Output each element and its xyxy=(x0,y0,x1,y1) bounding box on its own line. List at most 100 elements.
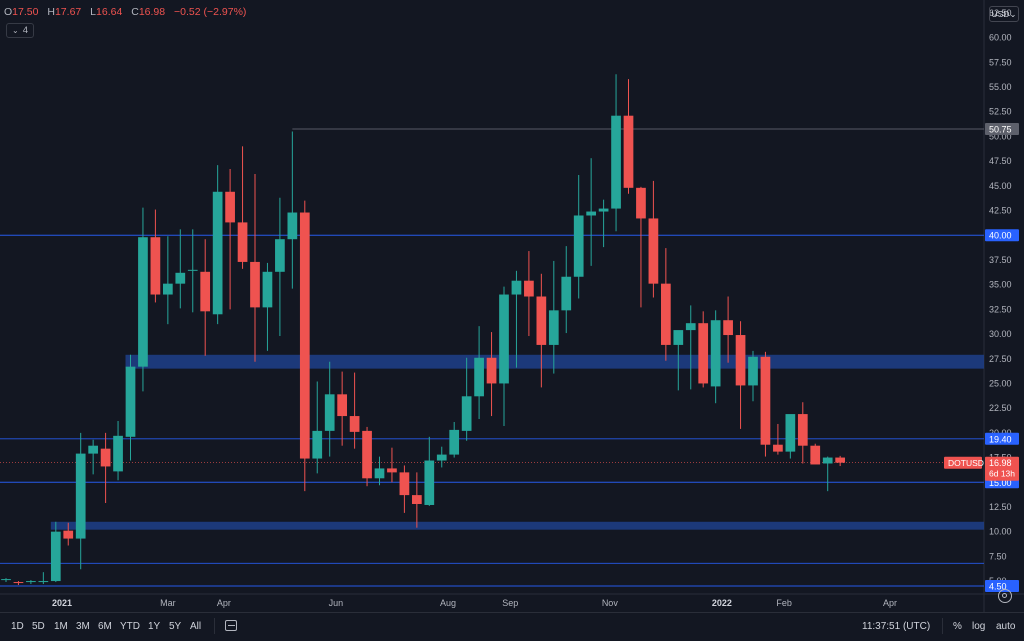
timeframe-1d[interactable]: 1D xyxy=(11,621,24,632)
candle-body-59[interactable] xyxy=(735,335,746,386)
candle-body-20[interactable] xyxy=(250,261,260,308)
candle-body-54[interactable] xyxy=(673,330,684,345)
candle-body-25[interactable] xyxy=(312,430,323,459)
candle-body-52[interactable] xyxy=(648,218,659,284)
timeframe-3m[interactable]: 3M xyxy=(76,621,90,632)
candle-body-5[interactable] xyxy=(63,530,74,539)
close-key: C xyxy=(131,6,139,18)
candle-body-24[interactable] xyxy=(299,212,310,459)
candle-body-21[interactable] xyxy=(262,271,273,308)
level-price-label-3: 15.00 xyxy=(989,478,1012,488)
candle-body-30[interactable] xyxy=(374,468,385,479)
candle-body-8[interactable] xyxy=(100,448,111,467)
candle-body-40[interactable] xyxy=(499,294,509,384)
last-price-value: 16.98 xyxy=(989,458,1012,468)
candle-body-16[interactable] xyxy=(200,271,211,312)
candle-body-7[interactable] xyxy=(88,445,99,454)
timeframe-ytd[interactable]: YTD xyxy=(120,621,140,632)
candle-body-57[interactable] xyxy=(710,320,721,387)
candle-body-32[interactable] xyxy=(399,472,410,496)
timeframe-5d[interactable]: 5D xyxy=(32,621,45,632)
change-value: −0.52 (−2.97%) xyxy=(174,6,247,18)
candle-body-51[interactable] xyxy=(636,187,646,219)
candle-body-58[interactable] xyxy=(723,320,733,336)
candle-body-9[interactable] xyxy=(113,435,123,472)
candle-body-55[interactable] xyxy=(685,323,696,331)
candle-body-61[interactable] xyxy=(760,356,771,445)
candle-body-26[interactable] xyxy=(324,394,335,431)
candle-body-38[interactable] xyxy=(474,357,484,397)
candle-body-62[interactable] xyxy=(773,444,783,452)
candle-body-50[interactable] xyxy=(623,115,634,188)
candle-body-66[interactable] xyxy=(822,457,833,464)
support-zone-1 xyxy=(50,521,984,530)
candle-body-13[interactable] xyxy=(162,283,173,295)
candle-body-49[interactable] xyxy=(611,115,621,209)
y-tick-label: 52.50 xyxy=(989,107,1012,117)
candle-body-0[interactable] xyxy=(1,579,11,581)
candle-body-41[interactable] xyxy=(511,280,522,295)
timeframe-5y[interactable]: 5Y xyxy=(169,621,182,632)
candle-body-53[interactable] xyxy=(660,283,671,345)
indicators-toggle[interactable]: ⌄ 4 xyxy=(6,23,34,38)
timeframe-1y[interactable]: 1Y xyxy=(148,621,161,632)
timeframe-all[interactable]: All xyxy=(190,621,202,632)
candle-body-1[interactable] xyxy=(13,582,24,584)
candle-body-60[interactable] xyxy=(748,356,758,386)
candle-body-36[interactable] xyxy=(449,429,460,455)
candle-body-3[interactable] xyxy=(38,581,49,583)
candle-body-35[interactable] xyxy=(436,454,447,461)
candle-body-45[interactable] xyxy=(561,276,572,311)
level-price-label-0: 50.75 xyxy=(989,125,1012,135)
candle-body-11[interactable] xyxy=(138,237,148,367)
candle-body-19[interactable] xyxy=(237,222,248,262)
candle-body-12[interactable] xyxy=(150,237,161,295)
candle-body-67[interactable] xyxy=(835,457,846,463)
timeframe-6m[interactable]: 6M xyxy=(98,621,112,632)
price-chart[interactable]: 5.007.5010.0012.5015.0017.5020.0022.5025… xyxy=(0,0,1024,612)
percent-scale-toggle[interactable]: % xyxy=(953,621,962,632)
candle-body-2[interactable] xyxy=(26,581,36,583)
candle-body-4[interactable] xyxy=(50,531,61,582)
candle-body-44[interactable] xyxy=(548,310,559,345)
candle-body-15[interactable] xyxy=(187,269,198,271)
candle-body-6[interactable] xyxy=(75,453,86,539)
candle-body-56[interactable] xyxy=(698,323,709,384)
candle-body-29[interactable] xyxy=(362,430,372,479)
candle-body-18[interactable] xyxy=(225,191,235,223)
toolbar-divider xyxy=(214,618,215,634)
date-range-icon[interactable] xyxy=(225,620,237,631)
candle-body-14[interactable] xyxy=(175,272,186,284)
candle-body-46[interactable] xyxy=(573,215,584,277)
candle-body-34[interactable] xyxy=(424,460,435,505)
candle-body-43[interactable] xyxy=(536,296,547,345)
candle-body-65[interactable] xyxy=(810,445,821,465)
level-price-label-1: 40.00 xyxy=(989,231,1012,241)
candle-body-10[interactable] xyxy=(125,366,136,437)
candle-body-48[interactable] xyxy=(598,208,609,212)
chevron-down-icon: ⌄ xyxy=(12,26,19,35)
candle-body-39[interactable] xyxy=(486,357,497,384)
currency-label: USD xyxy=(991,9,1010,19)
candle-body-64[interactable] xyxy=(797,414,808,446)
candle-body-37[interactable] xyxy=(461,396,472,431)
candle-body-28[interactable] xyxy=(349,416,360,432)
currency-selector[interactable]: USD⌄ xyxy=(989,6,1019,22)
y-tick-label: 57.50 xyxy=(989,57,1012,67)
candle-body-17[interactable] xyxy=(212,191,223,315)
auto-scale-toggle[interactable]: auto xyxy=(996,621,1016,632)
utc-clock[interactable]: 11:37:51 (UTC) xyxy=(862,621,931,632)
candle-body-47[interactable] xyxy=(586,211,597,216)
level-price-label-5: 4.50 xyxy=(989,582,1007,592)
timeframe-1m[interactable]: 1M xyxy=(54,621,68,632)
candle-body-27[interactable] xyxy=(337,394,348,417)
candle-body-63[interactable] xyxy=(785,414,796,452)
log-scale-toggle[interactable]: log xyxy=(972,621,986,632)
candle-body-31[interactable] xyxy=(387,468,397,473)
candle-body-42[interactable] xyxy=(524,280,534,297)
candle-body-33[interactable] xyxy=(411,495,422,504)
ohlc-legend: O17.50 H17.67 L16.64 C16.98 −0.52 (−2.97… xyxy=(4,6,252,18)
candle-body-23[interactable] xyxy=(287,212,298,240)
gear-icon[interactable] xyxy=(998,589,1012,603)
candle-body-22[interactable] xyxy=(275,239,285,272)
